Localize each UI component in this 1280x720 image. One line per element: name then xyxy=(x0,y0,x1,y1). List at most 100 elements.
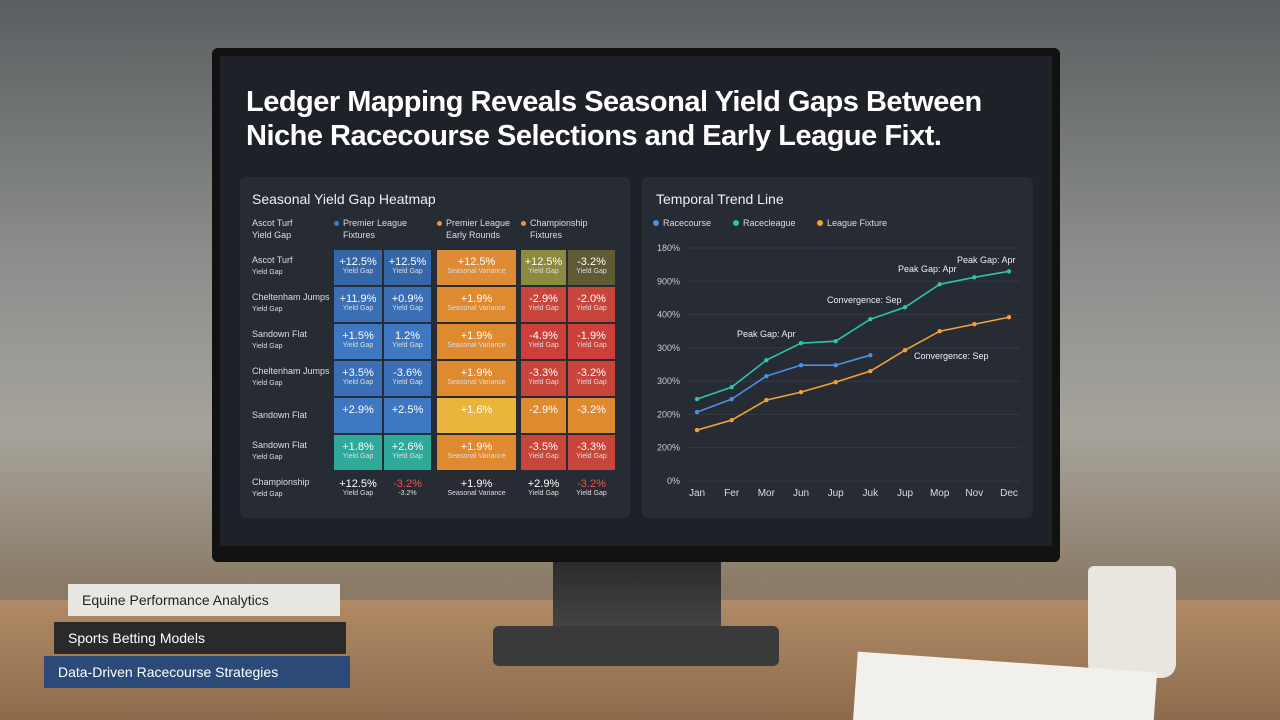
cell-value: -1.9% xyxy=(577,330,606,342)
cell-value: -3.2% xyxy=(577,367,606,379)
row-sublabel: Yield Gap xyxy=(252,269,283,276)
heat-cell: -3.6% Yield Gap xyxy=(384,361,431,396)
point xyxy=(764,373,769,379)
cell-value: -2.9% xyxy=(529,293,558,305)
point xyxy=(764,357,769,363)
point xyxy=(868,352,873,358)
cell-note: Seasonal Variance xyxy=(447,305,506,312)
book: Data-Driven Racecourse Strategies xyxy=(44,656,350,688)
cell-note: Yield Gap xyxy=(576,305,607,312)
cell-note: Yield Gap xyxy=(528,453,559,460)
annotation: Convergence: Sep xyxy=(914,351,989,361)
cell-note: Seasonal Variance xyxy=(447,342,506,349)
legend-label: Racecleague xyxy=(743,218,796,228)
heat-cell: -3.3% Yield Gap xyxy=(568,435,615,470)
point xyxy=(937,329,942,334)
point xyxy=(729,384,734,390)
cell-value: +12.5% xyxy=(388,256,427,268)
cell-value: +1.9% xyxy=(460,293,493,305)
y-tick-label: 200% xyxy=(657,409,680,419)
heat-cell: -1.9% Yield Gap xyxy=(568,324,615,359)
book: Sports Betting Models xyxy=(54,622,346,654)
heat-cell: +12.5% Yield Gap xyxy=(334,250,382,285)
cell-note: Yield Gap xyxy=(342,268,374,275)
x-tick-label: Jup xyxy=(897,488,914,499)
heat-cell: +0.9% Yield Gap xyxy=(384,287,431,322)
heat-cell: -3.2% -3.2% xyxy=(384,472,431,507)
column-header: Early Rounds xyxy=(446,230,501,240)
monitor-stand xyxy=(553,562,721,628)
point xyxy=(764,397,769,403)
series-line xyxy=(696,316,1010,431)
cell-note: Yield Gap xyxy=(342,379,374,386)
heat-cell: +2.6% Yield Gap xyxy=(384,435,431,470)
cell-value: -3.2% xyxy=(577,404,606,416)
series-line xyxy=(696,354,871,413)
cell-value: +3.5% xyxy=(342,367,374,379)
cell-value: -2.9% xyxy=(529,404,558,416)
book: Equine Performance Analytics xyxy=(68,584,340,616)
heat-cell: +12.5% Yield Gap xyxy=(384,250,431,285)
point xyxy=(972,322,977,327)
row-sublabel: Yield Gap xyxy=(252,306,283,313)
row-sublabel: Yield Gap xyxy=(252,380,283,387)
heat-cell: -4.9% Yield Gap xyxy=(521,324,566,359)
x-tick-label: Dec xyxy=(1000,488,1018,499)
point xyxy=(833,379,838,385)
column-header: Yield Gap xyxy=(252,230,292,240)
annotation: Peak Gap: Apr xyxy=(737,329,796,339)
point xyxy=(902,347,908,353)
x-tick-label: Juk xyxy=(863,488,880,499)
cell-value: +1.9% xyxy=(460,478,493,490)
cell-note: Yield Gap xyxy=(342,490,374,497)
point xyxy=(729,417,734,423)
y-tick-label: 300% xyxy=(657,376,680,386)
y-tick-label: 0% xyxy=(667,476,680,486)
cell-value: +12.5% xyxy=(524,256,563,268)
cell-note: Yield Gap xyxy=(576,453,607,460)
row-label: Ascot Turf xyxy=(252,255,293,265)
cell-value: -3.5% xyxy=(529,441,558,453)
cell-value: +1.6% xyxy=(460,404,493,416)
point xyxy=(937,282,942,287)
row-label: Sandown Flat xyxy=(252,440,308,450)
heat-cell: +1.9% Seasonal Variance xyxy=(437,435,516,470)
y-tick-label: 180% xyxy=(657,243,680,253)
row-label: Sandown Flat xyxy=(252,329,308,339)
heat-cell: +2.9% xyxy=(334,398,382,433)
heat-cell: +3.5% Yield Gap xyxy=(334,361,382,396)
cell-note: Yield Gap xyxy=(528,305,559,312)
cell-note: Yield Gap xyxy=(528,342,559,349)
cell-note: -3.2% xyxy=(398,490,417,497)
point xyxy=(798,389,804,395)
x-tick-label: Jan xyxy=(689,488,705,499)
legend-dot xyxy=(334,221,339,226)
heat-cell: -3.2% xyxy=(568,398,615,433)
row-label: Cheltenham Jumps xyxy=(252,366,330,376)
point xyxy=(972,275,977,280)
column-header: Premier League xyxy=(446,218,511,228)
cell-value: +1.9% xyxy=(460,330,493,342)
point xyxy=(902,305,908,310)
point xyxy=(694,396,700,402)
annotation: Peak Gap: Apr xyxy=(898,264,957,274)
point xyxy=(1006,315,1012,320)
point xyxy=(798,362,804,368)
legend-dot xyxy=(733,220,739,226)
heat-cell: +1.9% Seasonal Variance xyxy=(437,287,516,322)
row-sublabel: Yield Gap xyxy=(252,454,283,461)
cell-note: Yield Gap xyxy=(392,453,423,460)
point xyxy=(868,317,873,322)
x-tick-label: Fer xyxy=(724,488,740,499)
heat-cell: +12.5% Yield Gap xyxy=(334,472,382,507)
column-header: Premier League xyxy=(343,218,408,228)
heat-cell: +12.5% Yield Gap xyxy=(521,250,566,285)
cell-note: Yield Gap xyxy=(342,453,374,460)
row-sublabel: Yield Gap xyxy=(252,343,283,350)
cell-value: -3.3% xyxy=(529,367,558,379)
x-tick-label: Mop xyxy=(930,488,950,499)
heat-cell: 1.2% Yield Gap xyxy=(384,324,431,359)
point xyxy=(694,427,700,433)
heat-cell: +12.5% Seasonal Variance xyxy=(437,250,516,285)
